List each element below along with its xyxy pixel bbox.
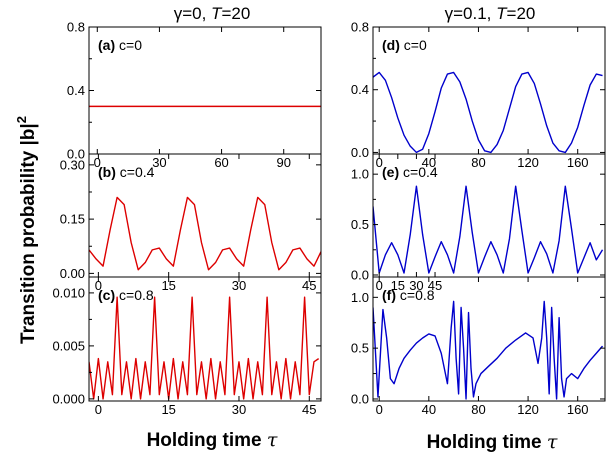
panel-c-ytick-label: 0.010 [52,285,85,300]
panel-c-ytick-label: 0.005 [52,338,85,353]
panel-e-xtick-label: 45 [428,278,442,293]
panel-b-label: (b) c=0.4 [98,164,155,180]
panel-f-ytick-label: 1.0 [351,290,369,305]
panel-d: 0.0 0.4 0.8 0 40 80 120 160 (d) c=0 [351,20,606,170]
panel-e-xtick-label: 15 [391,278,405,293]
panel-a-xtick-label: 60 [214,155,228,170]
left-column-title: γ=0, T=20 [174,4,251,23]
panel-d-ytick-label: 0.0 [351,145,369,160]
panel-d-xtick-label: 0 [376,155,383,170]
panel-c-ytick-label: 0.000 [52,391,85,406]
panel-d-xtick-label: 120 [517,155,539,170]
panel-d-xtick-label: 80 [471,155,485,170]
panel-e-xtick-label: 0 [376,278,383,293]
panel-f-series-line [373,300,604,400]
panel-e-xtick-label: 30 [409,278,423,293]
panel-a-xtick-label: 30 [152,155,166,170]
panel-b-xtick-label: 30 [232,278,246,293]
panel-c-xtick-label: 45 [302,402,316,417]
panel-f-xtick-label: 80 [471,402,485,417]
right-column-title: γ=0.1, T=20 [445,4,536,23]
panel-c-label: (c) c=0.8 [98,287,154,303]
panel-e-series-line [373,185,604,274]
y-axis-title: Transition probability |b|2 [14,116,39,344]
panel-f-ytick-label: 0.0 [351,391,369,406]
panel-e-label: (e) c=0.4 [382,164,438,180]
panel-c-series-line [89,296,320,400]
x-axis-title-right: Holding time τ [427,431,558,453]
panel-a-xtick-label: 0 [94,155,101,170]
panel-d-ytick-label: 0.8 [351,20,369,35]
panel-b-series-line [89,196,321,271]
panel-d-label: (d) c=0 [382,37,427,53]
x-axis-title-left: Holding time τ [147,429,278,451]
panel-d-ytick-label: 0.4 [351,82,369,97]
panel-e-ytick-label: 1.0 [351,167,369,182]
panel-f-xtick-label: 120 [517,402,539,417]
panel-b-ytick-label: 0.00 [60,266,85,281]
panel-a-ytick-label: 0.8 [67,20,85,35]
panel-f-ytick-label: 0.5 [351,341,369,356]
panel-b-ytick-label: 0.30 [60,157,85,172]
panel-d-xtick-label: 40 [422,155,436,170]
panel-c-frame [88,276,322,402]
panel-f-xtick-label: 160 [567,402,589,417]
panel-d-series-line [373,71,603,154]
panel-b-xtick-label: 0 [95,278,102,293]
panel-f-xtick-label: 40 [422,402,436,417]
panel-c-xtick-label: 15 [161,402,175,417]
panel-a: 0.0 0.4 0.8 0 30 60 90 (a) c=0 [67,20,322,170]
panel-c: 0.000 0.005 0.010 0 15 30 45 (c) c=0.8 [52,276,322,417]
panel-a-xtick-label: 90 [276,155,290,170]
panel-b-xtick-label: 45 [302,278,316,293]
panel-f-label: (f) c=0.8 [382,287,435,303]
panel-c-xtick-label: 0 [95,402,102,417]
panels: 0.00.40.80 30 60 90(a) c=00.000.150.300 15 30… [52,20,606,417]
panel-a-ytick-label: 0.0 [67,147,85,162]
panel-b-xtick-label: 15 [161,278,175,293]
panel-f-frame [372,276,606,402]
panel-a-ytick-label: 0.4 [67,83,85,98]
panel-e-ytick-label: 0.5 [351,217,369,232]
panel-a-label: (a) c=0 [98,37,142,53]
panel-f: 0.0 0.5 1.0 0 40 80 120 160 (f) c=0.8 [351,276,606,417]
panel-b-ytick-label: 0.15 [60,212,85,227]
panel-b: 0.00 0.15 0.30 0 15 30 45 (b) c=0.4 [60,153,322,293]
panel-e-ytick-label: 0.0 [351,267,369,282]
panel-f-xtick-label: 0 [376,402,383,417]
panel-e: 0.0 0.5 1.0 0 15 30 45 (e) c=0.4 [351,153,606,293]
panel-c-xtick-label: 30 [232,402,246,417]
panel-d-xtick-label: 160 [567,155,589,170]
